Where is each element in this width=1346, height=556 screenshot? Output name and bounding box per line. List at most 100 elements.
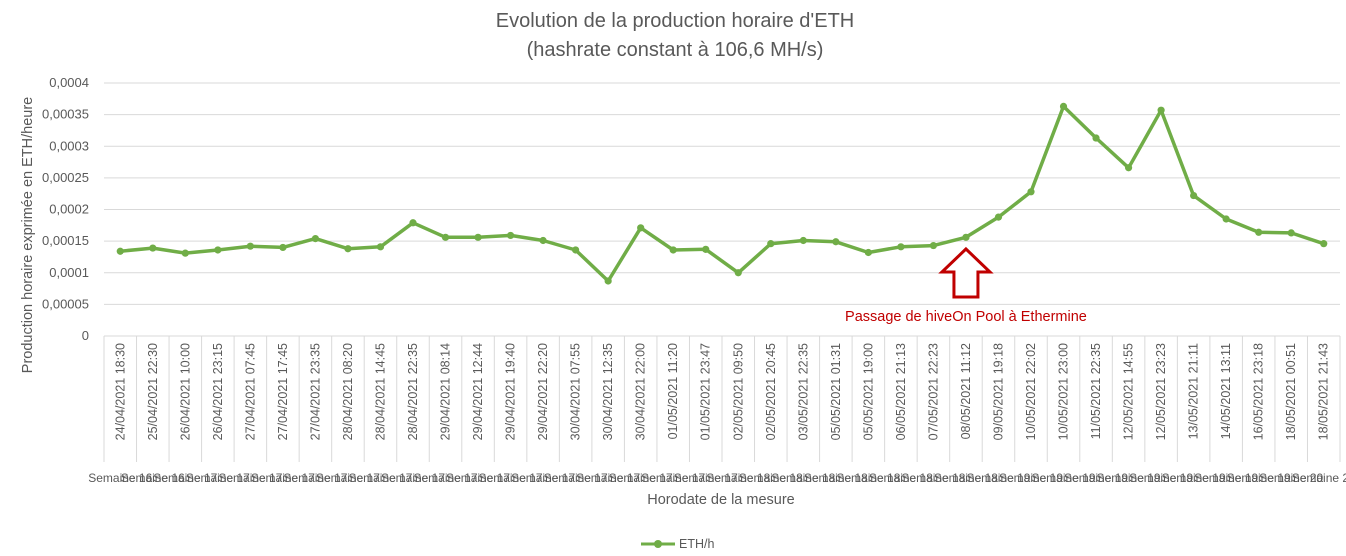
x-tick-label: 30/04/2021 22:00 xyxy=(634,343,648,440)
week-label: Semaine 16 xyxy=(121,471,185,485)
data-point xyxy=(1190,191,1198,200)
week-label: Semaine 17 xyxy=(674,471,738,485)
x-tick-label: 07/05/2021 22:23 xyxy=(926,343,940,440)
x-tick-label: 11/05/2021 22:35 xyxy=(1089,343,1103,439)
week-label: Semaine 17 xyxy=(316,471,380,485)
x-tick-label: 14/05/2021 13:11 xyxy=(1219,343,1233,439)
x-tick-label: 13/05/2021 21:11 xyxy=(1187,343,1201,439)
week-label: Semaine 17 xyxy=(186,471,250,485)
y-tick-label: 0,0003 xyxy=(49,138,89,153)
x-tick-label: 29/04/2021 12:44 xyxy=(471,343,485,440)
week-label: Semaine 17 xyxy=(283,471,347,485)
data-point xyxy=(832,238,840,246)
legend: ETH/h xyxy=(641,537,714,551)
data-point xyxy=(376,243,385,251)
x-tick-label: 29/04/2021 19:40 xyxy=(504,343,518,440)
week-label: Semaine 19 xyxy=(1064,471,1128,485)
x-tick-label: 30/04/2021 12:35 xyxy=(601,343,615,440)
data-point xyxy=(1157,106,1165,114)
x-tick-label: 05/05/2021 01:31 xyxy=(829,343,843,440)
y-axis-ticks: 0 0,00005 0,0001 0,00015 0,0002 0,00025 0,0003… xyxy=(42,75,89,343)
y-axis-label: Production horaire exprimée en ETH/heure xyxy=(20,97,36,373)
x-tick-label: 26/04/2021 10:00 xyxy=(178,343,192,440)
week-label: Semaine 18 xyxy=(739,471,803,485)
data-point xyxy=(897,243,905,251)
legend-entry: ETH/h xyxy=(679,537,714,551)
x-tick-label: 29/04/2021 22:20 xyxy=(536,343,550,440)
data-point xyxy=(1287,229,1295,237)
data-point xyxy=(116,247,124,255)
data-point xyxy=(1222,215,1230,223)
week-label: Semaine 18 xyxy=(771,471,835,485)
y-tick-label: 0,00005 xyxy=(42,296,89,311)
week-label: Semaine 17 xyxy=(414,471,478,485)
week-label: Semaine 19 xyxy=(1162,471,1226,485)
x-tick-label: 16/05/2021 23:18 xyxy=(1252,343,1266,440)
data-point xyxy=(1092,134,1100,142)
week-label: Semaine 18 xyxy=(869,471,933,485)
data-point xyxy=(799,236,807,245)
x-tick-label: 02/05/2021 09:50 xyxy=(731,343,745,440)
x-tick-label: 27/04/2021 23:35 xyxy=(308,343,322,440)
data-point xyxy=(149,244,157,252)
x-tick-label: 10/05/2021 23:00 xyxy=(1057,343,1071,440)
data-point xyxy=(767,240,775,248)
x-axis-label: Horodate de la mesure xyxy=(647,492,795,508)
week-label: Semaine 17 xyxy=(348,471,412,485)
annotation-text: Passage de hiveOn Pool à Ethermine xyxy=(845,309,1087,325)
x-tick-label: 12/05/2021 23:23 xyxy=(1154,343,1168,440)
annotation-arrow xyxy=(938,246,994,299)
x-tick-label: 18/05/2021 00:51 xyxy=(1284,343,1298,440)
x-tick-label: 09/05/2021 19:18 xyxy=(991,343,1005,440)
chart-title: Evolution de la production horaire d'ETH xyxy=(496,10,854,32)
x-tick-label: 28/04/2021 08:20 xyxy=(341,343,355,440)
data-point xyxy=(344,245,352,253)
week-label: Semaine 19 xyxy=(999,471,1063,485)
week-label: Semaine 20 xyxy=(1259,471,1323,485)
data-point xyxy=(1255,228,1263,236)
data-point xyxy=(962,233,970,241)
week-label: Semaine 18 xyxy=(836,471,900,485)
data-point xyxy=(669,246,677,254)
data-point xyxy=(1027,188,1035,196)
data-point xyxy=(702,245,710,253)
x-tick-label: 28/04/2021 22:35 xyxy=(406,343,420,440)
legend-dot-marker xyxy=(654,540,662,548)
x-tick-label: 27/04/2021 07:45 xyxy=(243,343,257,440)
week-label: Semaine 17 xyxy=(251,471,315,485)
week-label: Semaine 17 xyxy=(381,471,445,485)
x-tick-label: 12/05/2021 14:55 xyxy=(1122,343,1136,440)
week-label: Semaine 19 xyxy=(1194,471,1258,485)
data-point xyxy=(572,246,580,254)
week-label: Semaine 19 xyxy=(1032,471,1096,485)
week-label: Semaine 17 xyxy=(511,471,575,485)
x-tick-label: 02/05/2021 20:45 xyxy=(764,343,778,440)
x-tick-label: 24/04/2021 18:30 xyxy=(113,343,127,440)
x-tick-label: 01/05/2021 11:20 xyxy=(666,343,680,439)
data-point xyxy=(409,219,417,227)
data-point xyxy=(441,233,450,241)
data-point xyxy=(604,277,612,285)
data-point xyxy=(279,243,287,252)
series-eth-per-hour xyxy=(116,102,1328,285)
gridlines xyxy=(104,82,1340,305)
data-point xyxy=(246,242,254,250)
week-label: Semaine 16 xyxy=(88,471,152,485)
x-axis xyxy=(103,335,1341,462)
x-tick-label: 29/04/2021 08:14 xyxy=(439,343,453,440)
week-label: Semaine 17 xyxy=(479,471,543,485)
data-point xyxy=(864,248,872,257)
x-axis-ticks: 24/04/2021 18:30 25/04/2021 22:30 26/04/20… xyxy=(113,343,1330,440)
week-label: Semaine 20 xyxy=(1292,471,1346,485)
x-tick-label: 27/04/2021 17:45 xyxy=(276,343,290,440)
x-tick-label: 18/05/2021 21:43 xyxy=(1317,343,1331,440)
x-tick-label: 28/04/2021 14:45 xyxy=(373,343,387,440)
x-tick-label: 25/04/2021 22:30 xyxy=(146,343,160,440)
x-tick-label: 10/05/2021 22:02 xyxy=(1024,343,1038,440)
y-tick-label: 0,0002 xyxy=(49,202,89,217)
data-point xyxy=(994,213,1003,221)
x-tick-label: 30/04/2021 07:55 xyxy=(569,343,583,440)
week-label: Semaine 18 xyxy=(804,471,868,485)
data-point xyxy=(474,233,482,241)
